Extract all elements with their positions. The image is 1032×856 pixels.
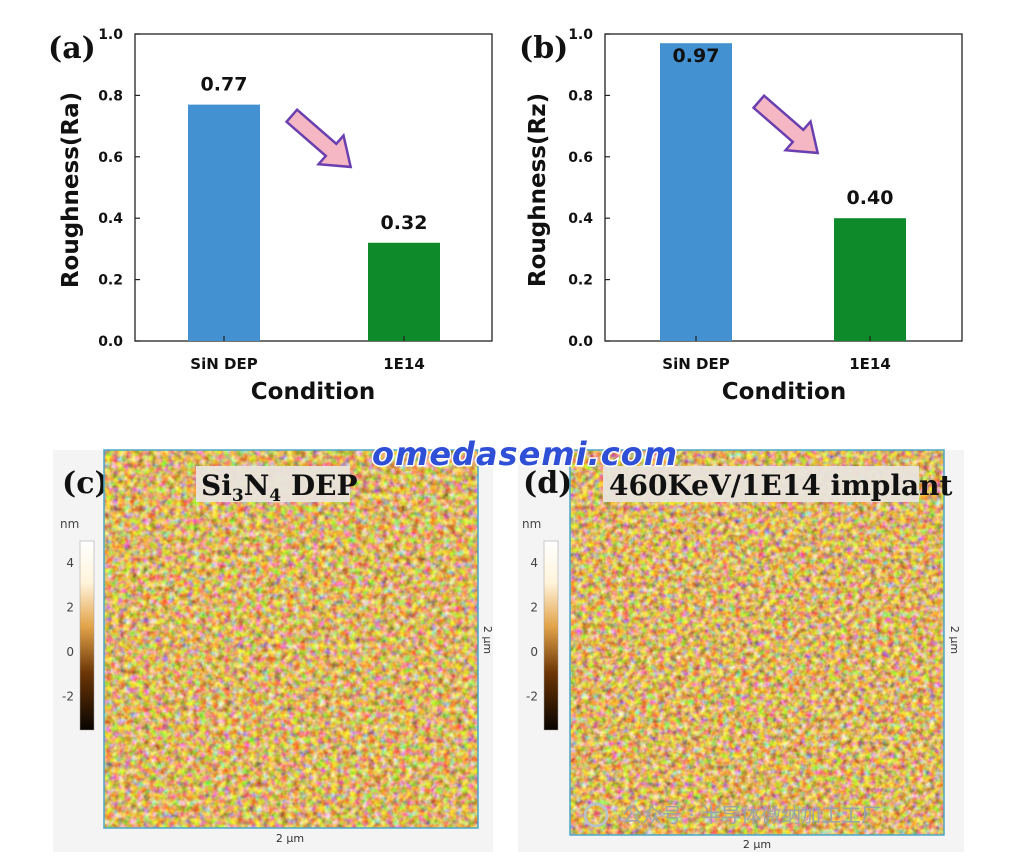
y-axis-title-b: Roughness(Rz) [525, 93, 551, 287]
x-scale-d: 2 µm [743, 838, 771, 851]
plot-frame-a [134, 33, 493, 342]
y-tick-label: 0.6 [568, 150, 593, 166]
colorbar-tick-label: 2 [66, 601, 74, 615]
afm-frame [103, 449, 479, 829]
panel-label-c: (c) [62, 466, 109, 501]
colorbar-tick-label: -2 [62, 690, 74, 704]
afm-title-box [603, 466, 919, 502]
bars-a: 0.77 0.32 [188, 74, 440, 341]
colorbar-tick-label: 0 [66, 645, 74, 659]
y-tick-label: 0.6 [98, 150, 123, 166]
x-scale-c: 2 µm [276, 832, 304, 845]
panel-label-b: (b) [519, 31, 568, 66]
chart-roughness-rz: (b) 0.0 0.2 0.4 0.6 0.8 1.0 0.97 0.40 SiN DEP 1… [519, 27, 963, 405]
y-tick-label: 0.2 [568, 273, 593, 289]
x-category-label: SiN DEP [662, 355, 729, 373]
bar-value-label: 0.32 [381, 212, 428, 234]
chart-roughness-ra: (a) 0.0 0.2 0.4 0.6 0.8 1.0 0.77 0.32 SiN DEP 1… [48, 27, 493, 405]
bar-value-label: 0.77 [201, 74, 248, 96]
afm-height-map [570, 450, 944, 835]
colorbar-tick-label: 4 [530, 556, 538, 570]
colorbar-tick-label: -2 [526, 690, 538, 704]
y-scale-c: 2 µm [481, 626, 494, 654]
credit-text: 公众号 · 半导体微纳加工工厂 [622, 803, 881, 827]
y-tick-label: 0.2 [98, 273, 123, 289]
x-category-label: 1E14 [849, 355, 891, 373]
x-axis-title-b: Condition [722, 379, 846, 405]
plot-frame-b [604, 33, 963, 342]
y-tick-label: 0.8 [98, 88, 123, 104]
y-tick-label: 1.0 [98, 27, 123, 43]
y-ticks-a: 0.0 0.2 0.4 0.6 0.8 1.0 [98, 27, 140, 350]
y-tick-label: 0.0 [568, 334, 593, 350]
colorbar-ticks-d: 4 2 0 -2 [526, 556, 538, 703]
afm-title-box [196, 466, 350, 502]
y-tick-label: 0.0 [98, 334, 123, 350]
down-arrow-icon [284, 107, 353, 169]
afm-title-d: 460KeV/1E14 implant [609, 469, 952, 502]
afm-frame [569, 449, 945, 836]
y-tick-label: 0.4 [568, 211, 593, 227]
down-arrow-icon [751, 93, 820, 155]
afm-image-panel-c: (c) Si3N4 DEP nm 4 2 0 -2 2 µm 2 µm [53, 449, 494, 852]
colorbar-unit-c: nm [60, 517, 79, 531]
colorbar-unit-d: nm [522, 517, 541, 531]
wechat-icon [583, 802, 609, 828]
colorbar-ticks-c: 4 2 0 -2 [62, 556, 74, 703]
x-categories-a: SiN DEP 1E14 [190, 336, 425, 373]
bar-value-label: 0.40 [847, 187, 894, 209]
panel-label-a: (a) [48, 31, 96, 66]
bars-b: 0.97 0.40 [660, 43, 906, 342]
colorbar-d [543, 540, 559, 731]
y-scale-d: 2 µm [948, 626, 961, 654]
credit-overlay: 公众号 · 半导体微纳加工工厂 [583, 802, 881, 828]
bar [834, 218, 906, 341]
bar [188, 104, 260, 341]
bar [660, 43, 732, 342]
colorbar-c [79, 540, 95, 731]
y-axis-title-a: Roughness(Ra) [58, 92, 84, 288]
bar-value-label: 0.97 [673, 45, 720, 67]
colorbar-tick-label: 4 [66, 556, 74, 570]
afm-image-panel-d: (d) 460KeV/1E14 implant nm 4 2 0 -2 2 µm 2 … [518, 449, 964, 852]
watermark-text: omedasemi.com [372, 435, 678, 473]
bar [368, 242, 440, 341]
afm-title-c: Si3N4 DEP [201, 469, 358, 506]
colorbar-tick-label: 0 [530, 645, 538, 659]
x-category-label: 1E14 [383, 355, 425, 373]
y-tick-label: 0.4 [98, 211, 123, 227]
y-ticks-b: 0.0 0.2 0.4 0.6 0.8 1.0 [568, 27, 610, 350]
y-tick-label: 0.8 [568, 88, 593, 104]
y-tick-label: 1.0 [568, 27, 593, 43]
x-axis-title-a: Condition [251, 379, 375, 405]
x-categories-b: SiN DEP 1E14 [662, 336, 891, 373]
afm-height-map [104, 450, 478, 828]
colorbar-tick-label: 2 [530, 601, 538, 615]
panel-label-d: (d) [523, 466, 572, 501]
x-category-label: SiN DEP [190, 355, 257, 373]
